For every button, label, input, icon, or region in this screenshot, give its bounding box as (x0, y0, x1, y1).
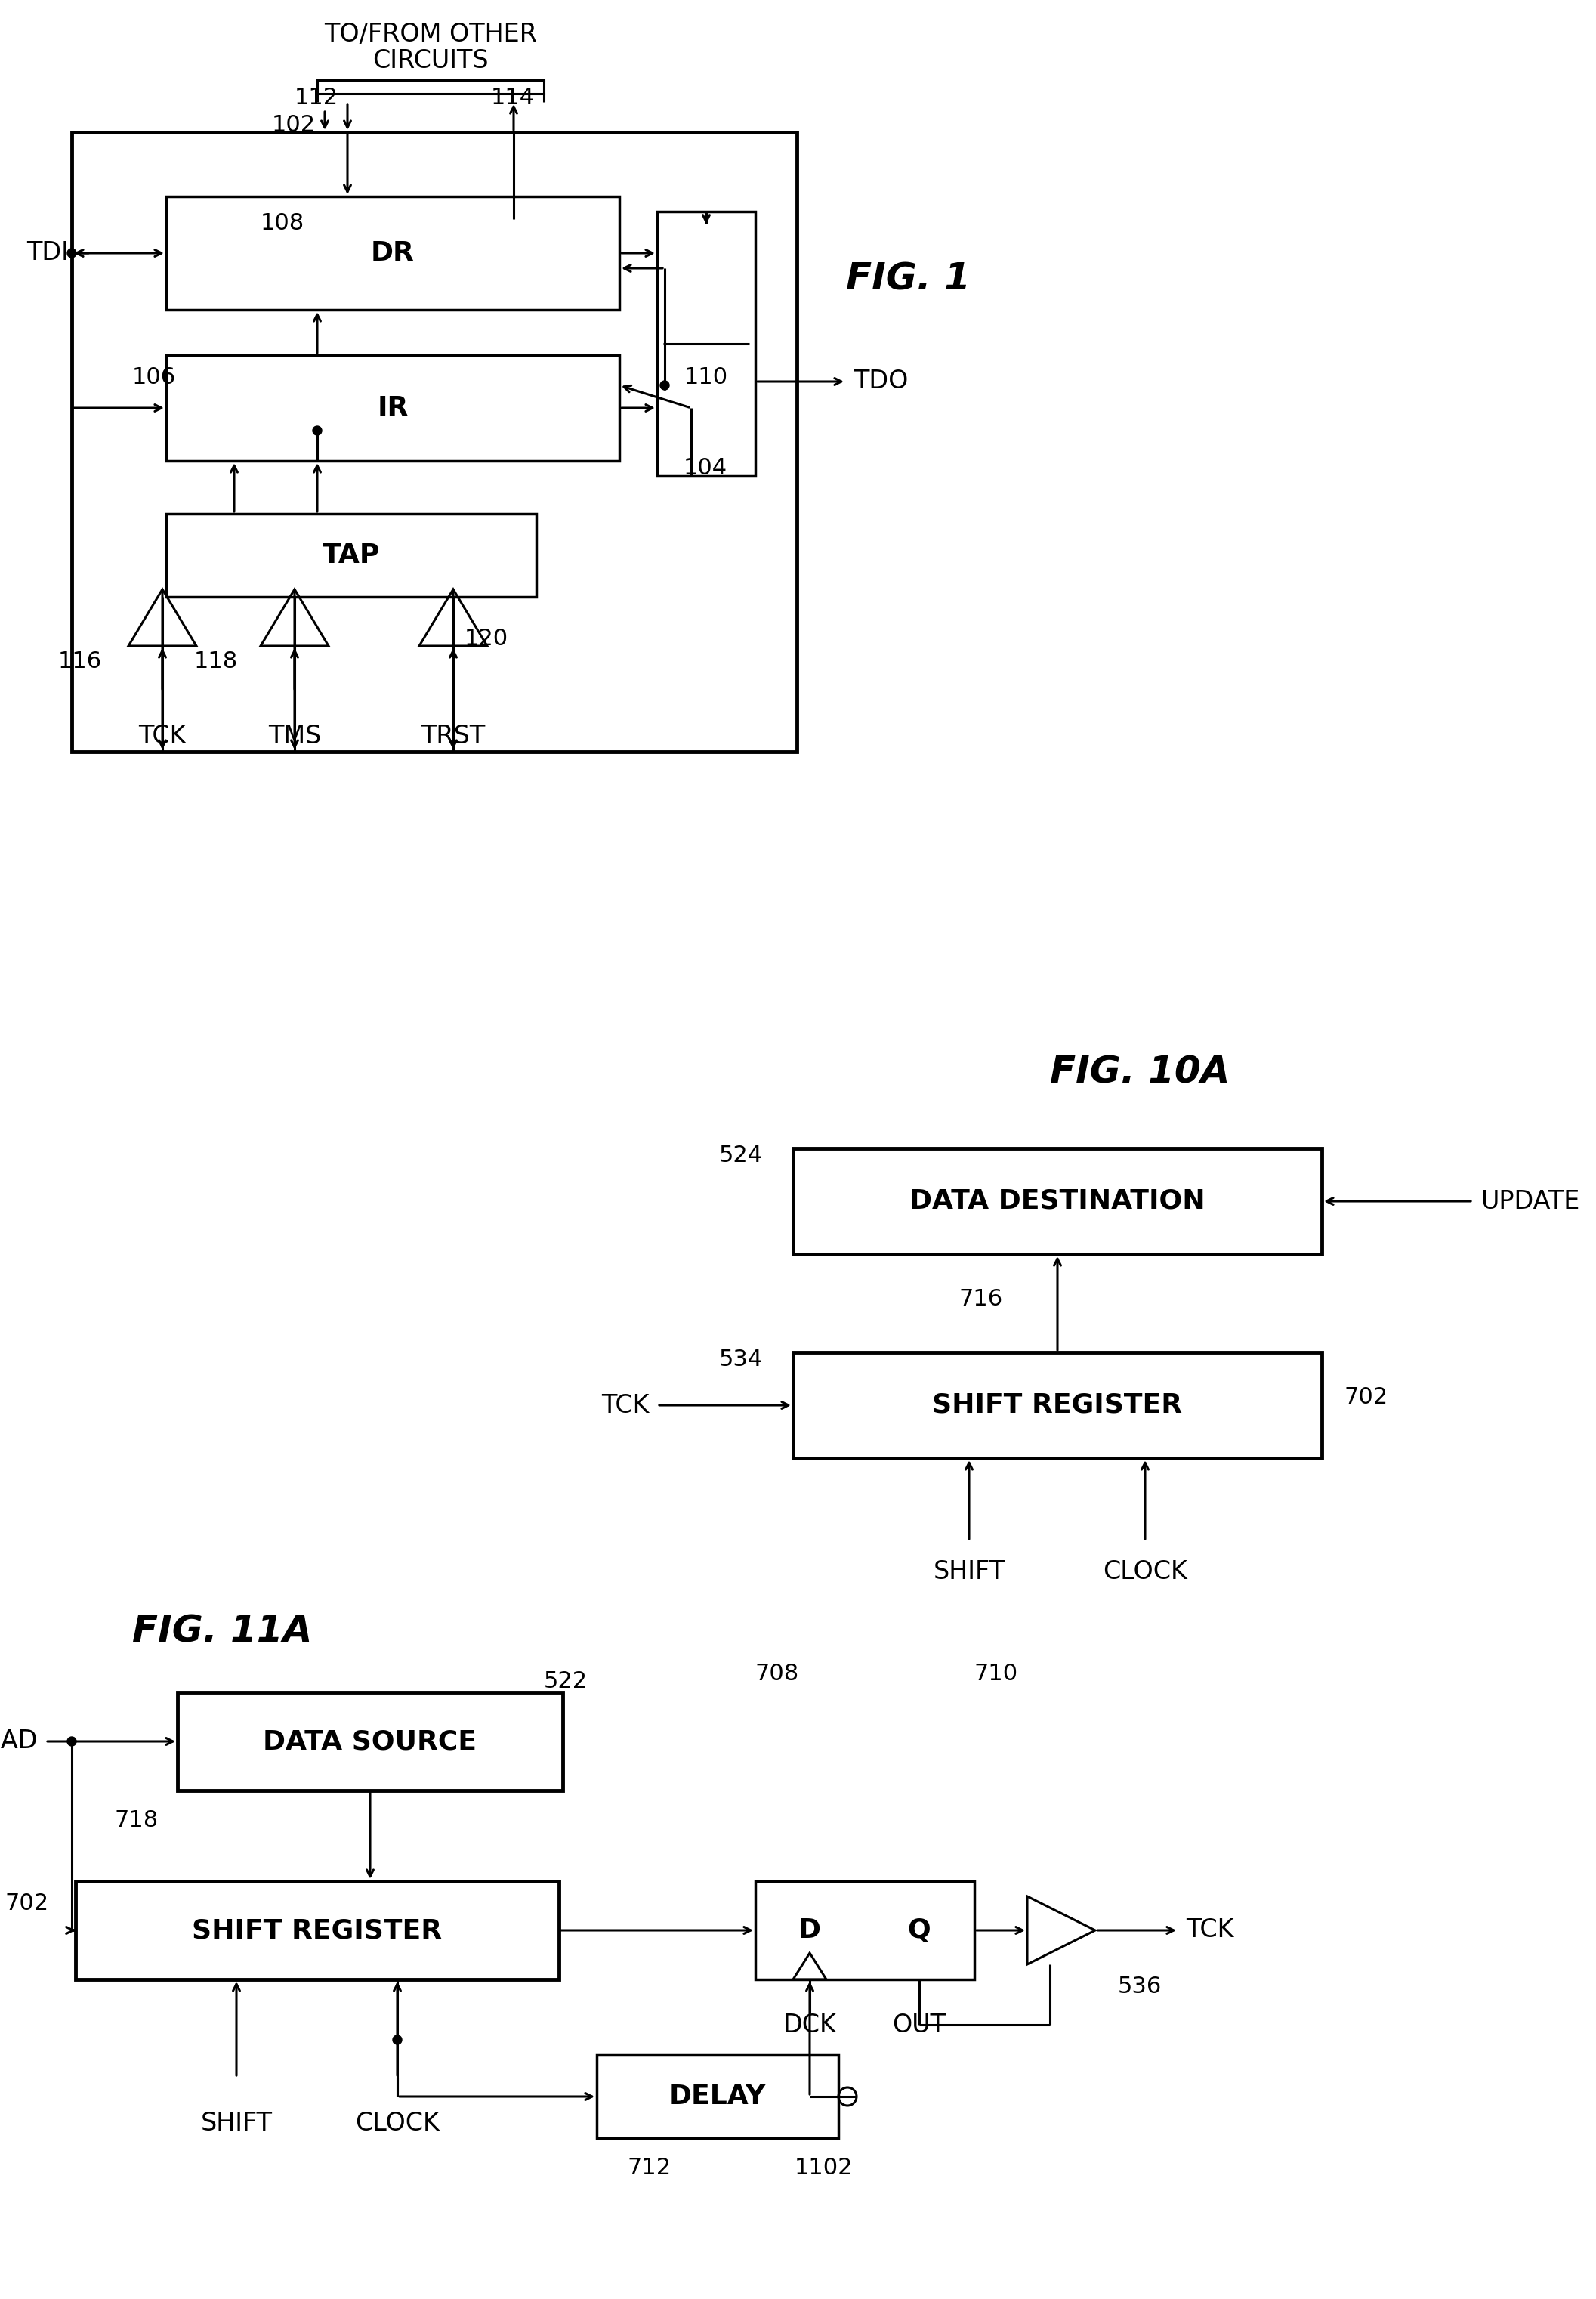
Text: 718: 718 (115, 1809, 158, 1832)
Text: SHIFT: SHIFT (934, 1559, 1005, 1584)
Text: 110: 110 (685, 368, 728, 389)
Text: 702: 702 (1344, 1386, 1389, 1409)
Text: LOAD: LOAD (0, 1729, 38, 1754)
Text: 102: 102 (271, 113, 316, 136)
Text: TAP: TAP (322, 543, 380, 568)
Text: 522: 522 (544, 1669, 587, 1692)
Text: TCK: TCK (1186, 1917, 1234, 1943)
Circle shape (67, 1738, 77, 1745)
Text: 708: 708 (755, 1662, 800, 1685)
Text: 702: 702 (5, 1892, 49, 1915)
Bar (72, 133, 796, 752)
Text: D: D (798, 1917, 820, 1943)
Bar (597, 2055, 838, 2138)
Text: 534: 534 (718, 1350, 763, 1370)
Text: DATA DESTINATION: DATA DESTINATION (910, 1189, 1205, 1214)
Text: 710: 710 (975, 1662, 1018, 1685)
Text: DELAY: DELAY (669, 2083, 766, 2110)
Text: FIG. 11A: FIG. 11A (132, 1614, 313, 1651)
Text: TO/FROM OTHER: TO/FROM OTHER (324, 21, 536, 46)
Text: 116: 116 (57, 651, 102, 671)
Text: DR: DR (370, 241, 415, 267)
Circle shape (661, 382, 669, 391)
Bar (793, 1352, 1321, 1458)
Text: CLOCK: CLOCK (1103, 1559, 1187, 1584)
Text: CIRCUITS: CIRCUITS (372, 48, 488, 74)
Circle shape (393, 2035, 402, 2044)
Text: SHIFT: SHIFT (201, 2110, 273, 2136)
Text: DCK: DCK (784, 2012, 836, 2037)
Text: OUT: OUT (892, 2012, 946, 2037)
Text: 104: 104 (683, 458, 728, 480)
Text: Q: Q (908, 1917, 930, 1943)
Bar (658, 212, 755, 476)
Text: 106: 106 (132, 368, 176, 389)
Text: TCK: TCK (139, 724, 187, 749)
Text: SHIFT REGISTER: SHIFT REGISTER (932, 1393, 1183, 1418)
Bar (793, 1150, 1321, 1255)
Bar (166, 513, 536, 598)
Bar (166, 195, 619, 310)
Bar (755, 1881, 975, 1979)
Text: 114: 114 (492, 87, 535, 108)
Text: SHIFT REGISTER: SHIFT REGISTER (192, 1917, 442, 1943)
Text: 716: 716 (959, 1287, 1004, 1310)
Bar (75, 1881, 559, 1979)
Text: 536: 536 (1117, 1977, 1162, 1998)
Text: UPDATE: UPDATE (1481, 1189, 1580, 1214)
Text: TDI: TDI (27, 241, 69, 267)
Text: 118: 118 (195, 651, 238, 671)
Text: TDO: TDO (854, 370, 908, 393)
Text: 112: 112 (295, 87, 338, 108)
Text: FIG. 1: FIG. 1 (846, 262, 970, 297)
Text: 1102: 1102 (795, 2156, 852, 2179)
Text: 712: 712 (627, 2156, 672, 2179)
Bar (166, 354, 619, 460)
Text: FIG. 10A: FIG. 10A (1050, 1055, 1231, 1092)
Text: 108: 108 (260, 212, 305, 234)
Text: 120: 120 (464, 628, 509, 648)
Text: TRST: TRST (421, 724, 485, 749)
Circle shape (67, 248, 77, 257)
Text: IR: IR (377, 395, 409, 421)
Text: DATA SOURCE: DATA SOURCE (263, 1729, 477, 1754)
Text: TMS: TMS (268, 724, 321, 749)
Text: CLOCK: CLOCK (354, 2110, 439, 2136)
Bar (177, 1692, 563, 1791)
Text: TCK: TCK (602, 1393, 650, 1418)
Text: 524: 524 (718, 1145, 763, 1168)
Circle shape (313, 425, 322, 435)
